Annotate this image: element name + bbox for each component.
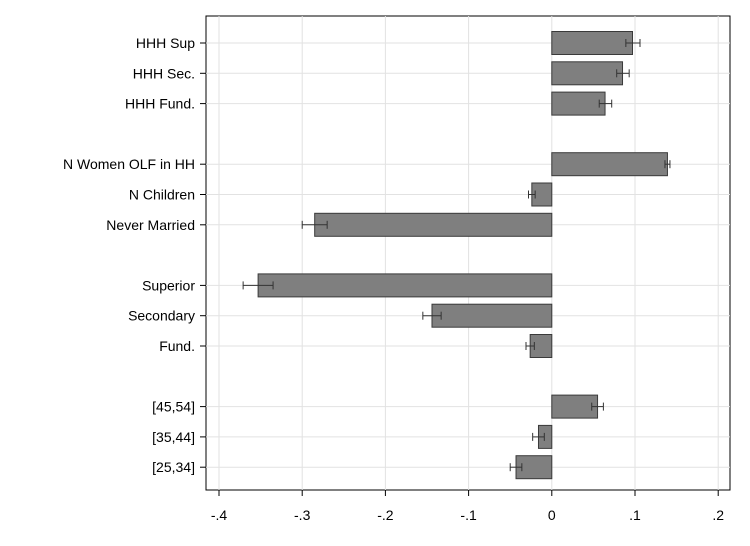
y-tick-label: HHH Sec. [133,65,195,81]
y-axis-labels: HHH Sup HHH Sec. HHH Fund. N Women OLF in H… [63,35,206,475]
y-tick-label: HHH Sup [136,35,195,51]
bar [551,152,668,177]
y-tick-label: Never Married [106,217,195,233]
error-bar [664,160,671,169]
error-bar [625,39,641,47]
error-bar [591,402,604,411]
error-bar [509,463,523,472]
error-bar [301,220,328,229]
x-tick-label: -.4 [211,507,228,523]
y-tick-label: [25,34] [152,459,195,475]
bar [431,303,553,328]
x-tick-label: .1 [629,507,641,523]
y-tick-label: Fund. [159,338,195,354]
bar [551,31,634,55]
plot-area [205,15,731,491]
error-bar [598,99,613,108]
error-bar [242,281,274,290]
y-tick-label: Secondary [128,308,195,324]
bar [551,394,599,419]
error-bar [422,311,442,320]
x-tick-label: .2 [712,507,724,523]
bar [257,273,553,298]
bar [551,91,606,116]
error-bar [532,432,545,441]
x-tick-label: -.3 [294,507,311,523]
error-bars [242,39,671,472]
error-bar [616,69,630,78]
y-tick-label: N Children [129,187,195,203]
y-tick-label: HHH Fund. [125,96,195,112]
x-tick-label: -.1 [460,507,477,523]
y-tick-label: Superior [142,277,195,293]
x-tick-label: 0 [548,507,556,523]
error-bar [525,342,535,350]
y-tick-label: [45,54] [152,399,195,415]
bar [551,61,624,86]
y-tick-label: [35,44] [152,429,195,445]
x-axis: -.4 -.3 -.2 -.1 0 .1 .2 [211,490,724,523]
x-tick-label: -.2 [377,507,394,523]
error-bar [528,190,536,199]
bar [314,212,553,237]
y-tick-label: N Women OLF in HH [63,156,195,172]
